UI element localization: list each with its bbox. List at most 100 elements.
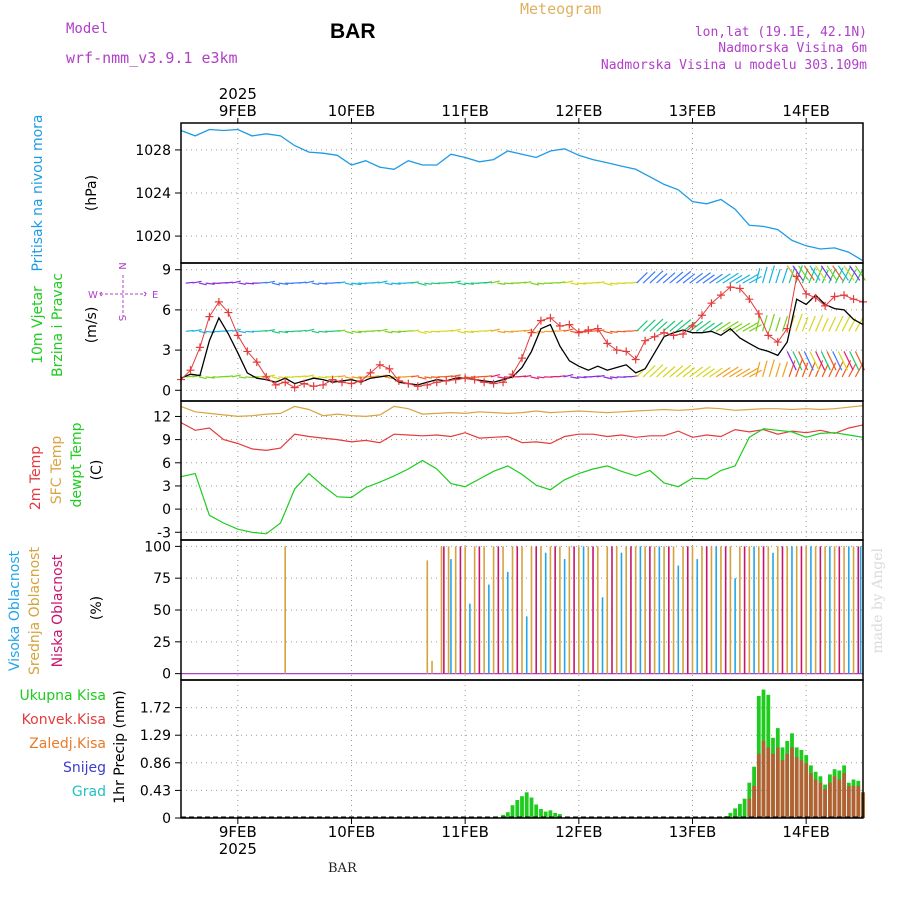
wind-barb [570, 282, 579, 286]
wind-barb [854, 316, 864, 332]
wind-barb [304, 374, 315, 378]
wind-barb [649, 318, 664, 332]
wind-barb [411, 329, 419, 332]
precip-conv-bar [818, 782, 823, 818]
wind-barb [768, 313, 775, 332]
wind-observed-point [811, 293, 820, 302]
wind-observed-point [243, 347, 252, 356]
wind-barb [351, 282, 362, 286]
wind-barb [755, 316, 761, 332]
precip-total-bar [733, 808, 737, 818]
wind-barb [424, 376, 432, 379]
wind-barb [384, 376, 393, 380]
precip-conv-bar [809, 773, 813, 818]
wind-observed-point [716, 291, 725, 300]
wind-observed-point [773, 338, 782, 347]
wind-axis-title-2: Brzina i Pravac [50, 273, 66, 377]
wind-observed-point [461, 374, 470, 383]
elevation-label: Nadmorska Visina 6m [718, 41, 867, 56]
station-title: BAR [330, 20, 376, 43]
precip-total-bar [553, 812, 558, 818]
precip-total-bar [501, 814, 505, 818]
wind-observed-point [612, 346, 621, 355]
wind-barb [676, 319, 692, 332]
wind-observed-point [271, 380, 280, 389]
wind-barb [832, 351, 843, 371]
wind-barb [338, 329, 346, 332]
precip-legend-item: Snijeg [63, 760, 106, 776]
wind-barb [715, 366, 731, 378]
year-label-bottom: 2025 [219, 840, 257, 858]
wind-observed-point [555, 321, 564, 330]
x-tick-label: 10FEB [328, 823, 375, 841]
wind-barb [820, 351, 831, 371]
wind-barb [245, 282, 255, 285]
wind-observed-point [356, 376, 365, 385]
wind-observed-point [622, 347, 631, 356]
wind-barb [682, 273, 696, 284]
wind-barb [749, 275, 762, 284]
wind-barb [795, 313, 803, 332]
precip-conv-bar [756, 753, 761, 818]
wind-barb [781, 267, 789, 284]
panel-frame [180, 400, 864, 541]
precip-conv-bar [752, 785, 756, 818]
wind-barb [775, 269, 781, 284]
wind-barb [768, 265, 775, 284]
precip-legend-item: Konvek.Kisa [22, 712, 106, 728]
wind-barb [642, 364, 656, 378]
wind-barb [854, 265, 866, 281]
wind-barb [225, 281, 233, 284]
wind-observed-point [536, 316, 545, 325]
wind-observed-point [764, 331, 773, 340]
precip-conv-bar [832, 776, 837, 818]
precip-total-bar [510, 805, 515, 818]
wind-barb [411, 281, 419, 284]
wind-barb [298, 329, 307, 332]
y-tick-label: 12 [153, 409, 171, 425]
wind-barb [238, 376, 247, 379]
wind-barb [517, 329, 527, 332]
x-tick-label: 11FEB [441, 102, 488, 120]
y-tick-label: 9 [162, 433, 171, 449]
wind-barb [649, 270, 664, 284]
wind-barb [841, 266, 852, 284]
compass-w: W [88, 290, 98, 301]
wind-barb [788, 360, 796, 378]
y-tick-label: 0.43 [140, 783, 171, 799]
wind-barb [695, 365, 711, 378]
precip-conv-bar [790, 747, 794, 818]
precip-total-bar [728, 812, 733, 818]
wind-barb [450, 280, 461, 284]
wind-observed-point [830, 292, 839, 301]
wind-barb [318, 330, 328, 333]
wind-barb [523, 281, 532, 284]
wind-barb [192, 329, 202, 332]
wind-barb [563, 374, 574, 378]
wind-barb [185, 281, 194, 284]
precip-total-bar [548, 810, 553, 818]
wind-barb [801, 316, 809, 332]
wind-barb [497, 330, 506, 334]
precip-conv-bar [747, 798, 752, 818]
wind-barb [786, 265, 798, 281]
y-tick-label: 100 [144, 539, 171, 555]
wind-barb [715, 321, 731, 332]
wind-observed-point [792, 272, 801, 281]
precip-total-bar [558, 814, 562, 818]
wind-barb [556, 329, 566, 332]
y-tick-label: 0 [162, 383, 171, 399]
pressure-unit: (hPa) [84, 175, 100, 211]
wind-barb [424, 330, 432, 334]
wind-observed-point [641, 336, 650, 345]
wind-barb [537, 330, 545, 333]
y-tick-label: 3 [162, 479, 171, 495]
precip-total-bar [524, 792, 529, 818]
wind-barb [271, 330, 281, 334]
wind-barb [735, 322, 751, 332]
wind-observed-point [470, 375, 479, 384]
precip-total-bar [742, 798, 747, 818]
wind-barb [484, 329, 493, 332]
wind-barb [198, 330, 207, 334]
wind-barb [457, 330, 466, 334]
